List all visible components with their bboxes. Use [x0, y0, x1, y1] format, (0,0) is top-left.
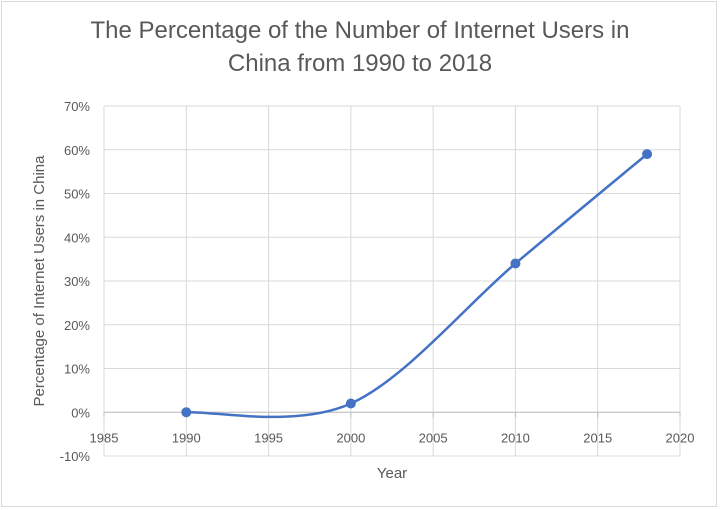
y-tick-label: 0%	[71, 405, 90, 420]
x-tick-label: 1990	[172, 430, 201, 445]
y-tick-label: 30%	[64, 274, 90, 289]
y-tick-label: 70%	[64, 99, 90, 114]
grid-layer	[103, 105, 681, 457]
series-layer	[181, 149, 653, 419]
x-tick-label: 1995	[254, 430, 283, 445]
chart-title-line-1: The Percentage of the Number of Internet…	[90, 17, 630, 44]
chart-title-line-2: China from 1990 to 2018	[227, 50, 493, 77]
y-axis-title: Percentage of Internet Users in China	[31, 155, 48, 407]
data-point	[345, 398, 356, 409]
x-tick-label: 2015	[583, 430, 612, 445]
tick-layer: 1985 1990 1995 2000 2005 2010 2015 2020 -10% 0% 10…	[60, 99, 695, 464]
data-point	[642, 149, 653, 160]
x-tick-label: 1985	[90, 430, 119, 445]
data-point	[510, 258, 521, 269]
y-tick-label: 50%	[64, 187, 90, 202]
x-tick-label: 2000	[336, 430, 365, 445]
x-tick-label: 2010	[501, 430, 530, 445]
y-tick-label: 60%	[64, 143, 90, 158]
data-point	[181, 407, 192, 418]
series-line	[186, 153, 648, 419]
y-tick-label: -10%	[60, 449, 91, 464]
y-tick-label: 40%	[64, 230, 90, 245]
x-tick-label: 2020	[666, 430, 695, 445]
y-tick-label: 20%	[64, 318, 90, 333]
y-tick-label: 10%	[64, 362, 90, 377]
chart-title: The Percentage of the Number of Internet…	[0, 14, 720, 80]
x-axis-title: Year	[377, 465, 407, 482]
x-tick-label: 2005	[419, 430, 448, 445]
